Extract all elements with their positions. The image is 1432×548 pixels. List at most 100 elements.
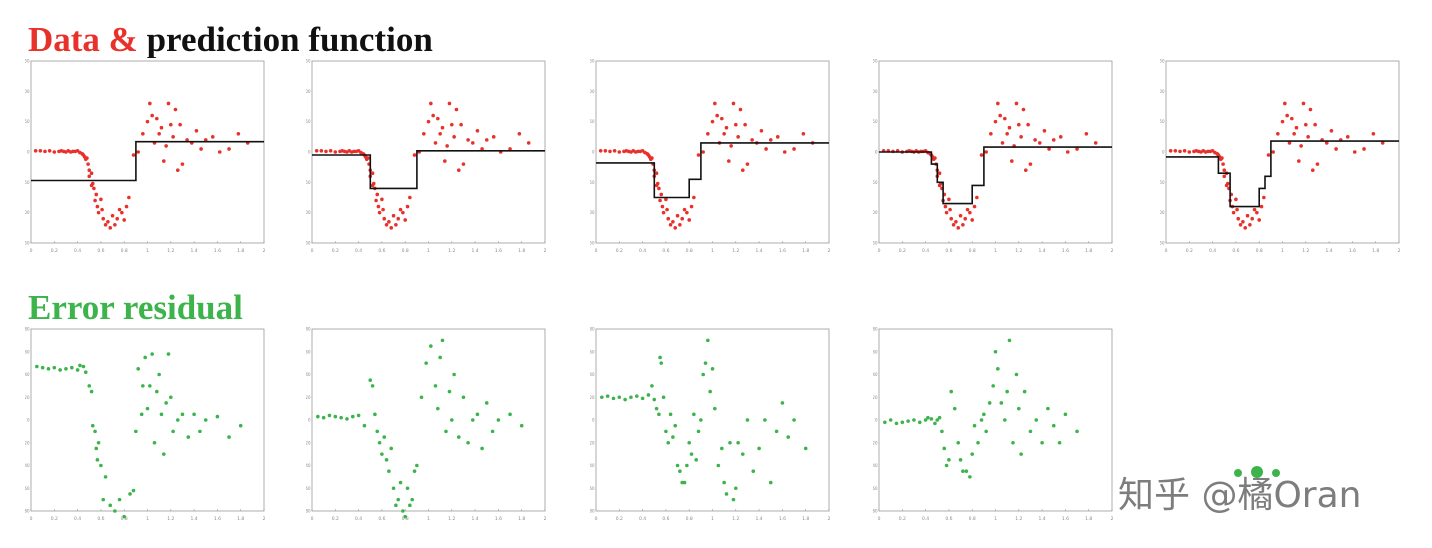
y-tick-label: -100 [306,210,311,215]
x-tick-label: 0.6 [97,248,104,254]
y-tick-label: -50 [873,180,878,185]
data-point [1313,122,1317,127]
data-point [159,125,164,130]
data-point [668,223,673,227]
y-tick-label: -20 [25,440,30,445]
y-tick-label: -80 [590,509,595,514]
residual-point [605,394,610,398]
residual-point [751,469,756,473]
x-tick-label: 1.2 [732,516,739,522]
x-tick-label: 0.8 [402,248,409,254]
residual-point [238,423,243,428]
residual-point [937,415,942,420]
data-point [1262,195,1266,200]
residual-point [316,414,320,419]
data-point [491,135,496,139]
data-point [603,148,608,153]
x-tick-label: 1.8 [237,248,244,254]
residual-point [968,475,972,479]
data-point [612,148,617,153]
residual-point [780,401,785,405]
data-point [403,218,407,222]
residual-point [701,372,705,377]
data-point [456,168,461,172]
residual-point [984,429,988,434]
data-point [1250,216,1255,221]
residual-point [166,352,171,356]
data-point [1047,147,1051,151]
residual-point [617,395,622,400]
data-point [433,141,438,145]
residual-point [480,446,484,451]
prediction-step-line [31,140,264,182]
x-tick-label: 2 [828,516,831,522]
data-point [95,204,100,209]
residual-point [198,429,202,434]
data-point [720,116,724,121]
residual-point [996,367,1000,371]
data-point [33,148,38,153]
data-point [381,207,385,212]
data-point [984,150,988,154]
y-tick-label: 150 [590,59,595,64]
residual-point [143,355,147,360]
data-point [944,210,949,215]
data-point [948,207,952,212]
residual-point [401,509,405,513]
y-tick-label: 0 [1162,150,1165,155]
x-tick-label: 2 [544,516,547,522]
residual-point [1005,389,1009,394]
data-point [1220,156,1224,160]
y-tick-label: 80 [306,327,311,332]
data-point [380,197,384,202]
zhihu-watermark: 知乎 @橘Oran [1118,475,1362,516]
residual-point [708,389,712,394]
x-tick-label: 1.4 [472,516,479,522]
data-point [1033,138,1037,142]
data-point [1371,132,1376,136]
data-point [675,213,680,218]
data-point [1019,135,1023,139]
residual-point [356,413,361,418]
y-tick-label: -20 [590,440,595,445]
data-point [706,132,710,136]
residual-point [405,486,410,491]
x-tick-label: 0.2 [899,248,906,254]
data-point [526,141,531,145]
x-tick-label: 0.6 [1232,248,1239,254]
data-point [166,101,171,106]
residual-point [1040,440,1044,445]
y-tick-label: -50 [306,180,311,185]
x-tick-label: 0.2 [1186,248,1193,254]
y-tick-label: -80 [306,509,311,514]
residual-point [83,370,88,375]
data-point [768,138,773,142]
residual-point [1003,418,1007,422]
title-prediction-part: prediction function [137,20,433,59]
residual-point [108,503,113,508]
data-point [949,216,954,221]
x-tick-label: 1.4 [1039,248,1046,254]
data-point [375,192,380,197]
x-tick-label: 1.4 [756,248,763,254]
data-point [203,138,208,142]
x-tick-label: 0.2 [332,248,339,254]
x-tick-label: 2 [544,248,547,254]
data-point [1255,210,1259,215]
data-point [1231,210,1236,215]
residual-point [935,418,940,422]
data-point [96,210,101,215]
residual-point [89,389,94,394]
residual-point [339,415,343,420]
x-tick-label: 1.8 [802,516,809,522]
residual-point [490,429,495,434]
data-point [1238,223,1243,227]
residual-point [408,503,412,508]
residual-point [203,418,208,422]
residual-point [972,423,977,428]
data-point [384,223,389,227]
residual-point [438,355,442,360]
residual-point [58,368,62,372]
title-data-part: Data & [28,20,138,59]
data-point [86,162,90,166]
